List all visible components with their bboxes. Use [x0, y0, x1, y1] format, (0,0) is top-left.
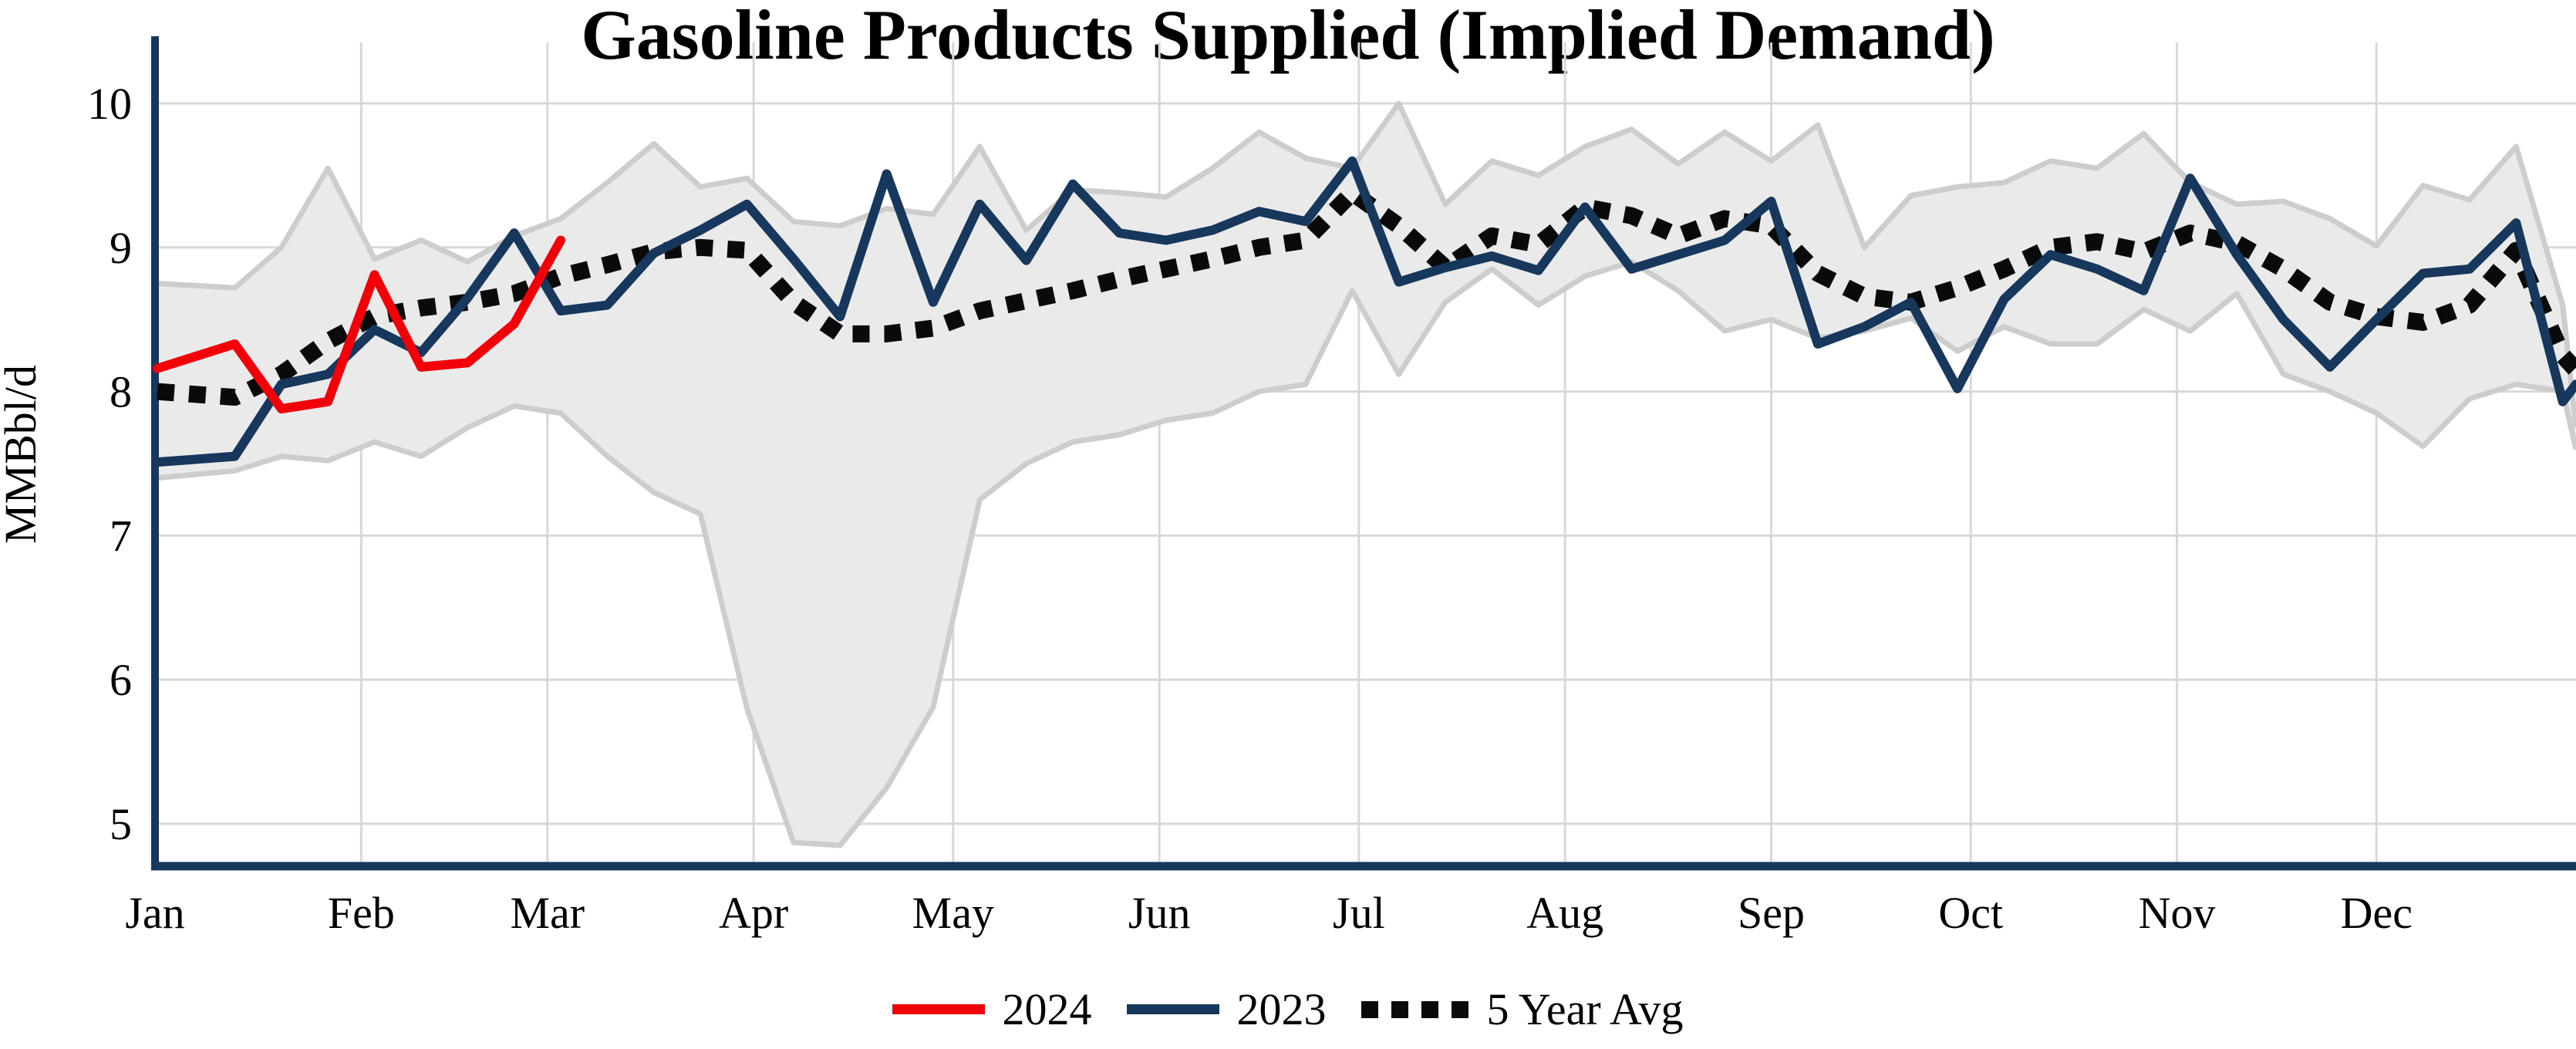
x-tick-label: Oct: [1938, 888, 2003, 938]
x-tick-label: Dec: [2341, 888, 2412, 938]
y-tick-label: 9: [110, 223, 132, 273]
legend-label-5yr-avg: 5 Year Avg: [1486, 984, 1684, 1034]
legend-label-2023: 2023: [1236, 984, 1327, 1034]
x-tick-label: Mar: [510, 888, 585, 938]
legend-swatch-5yr-dotted-icon: [1361, 1000, 1470, 1018]
x-tick-label: May: [912, 888, 994, 938]
y-tick-label: 5: [110, 799, 132, 849]
y-axis-title: MMBbl/d: [0, 365, 46, 544]
x-tick-label: Jul: [1333, 888, 1385, 938]
x-tick-label: Jun: [1128, 888, 1191, 938]
y-tick-label: 8: [110, 367, 132, 417]
y-tick-label: 7: [110, 511, 132, 561]
x-tick-label: Apr: [719, 888, 788, 938]
legend-item-5yr-avg: 5 Year Avg: [1361, 983, 1684, 1035]
x-tick-label: Jan: [125, 888, 184, 938]
legend-label-2024: 2024: [1002, 984, 1092, 1034]
legend-item-2024: 2024: [892, 983, 1091, 1035]
x-tick-label: Aug: [1526, 888, 1603, 938]
y-tick-label: 6: [110, 655, 132, 705]
legend-swatch-2023-icon: [1127, 1004, 1220, 1014]
line-2023: [153, 156, 2576, 467]
y-tick-label: 10: [87, 79, 132, 129]
band-bottom-edge: [157, 258, 2576, 848]
chart-legend: 2024 2023 5 Year Avg: [0, 983, 2576, 1035]
legend-swatch-2024-icon: [892, 1004, 986, 1014]
legend-item-2023: 2023: [1127, 983, 1326, 1035]
x-tick-label: Nov: [2139, 888, 2216, 938]
line-2024: [153, 235, 566, 414]
x-tick-label: Sep: [1738, 888, 1805, 938]
band-top-edge: [157, 100, 2576, 428]
x-tick-label: Feb: [328, 888, 395, 938]
chart-title: Gasoline Products Supplied (Implied Dema…: [581, 0, 1995, 74]
